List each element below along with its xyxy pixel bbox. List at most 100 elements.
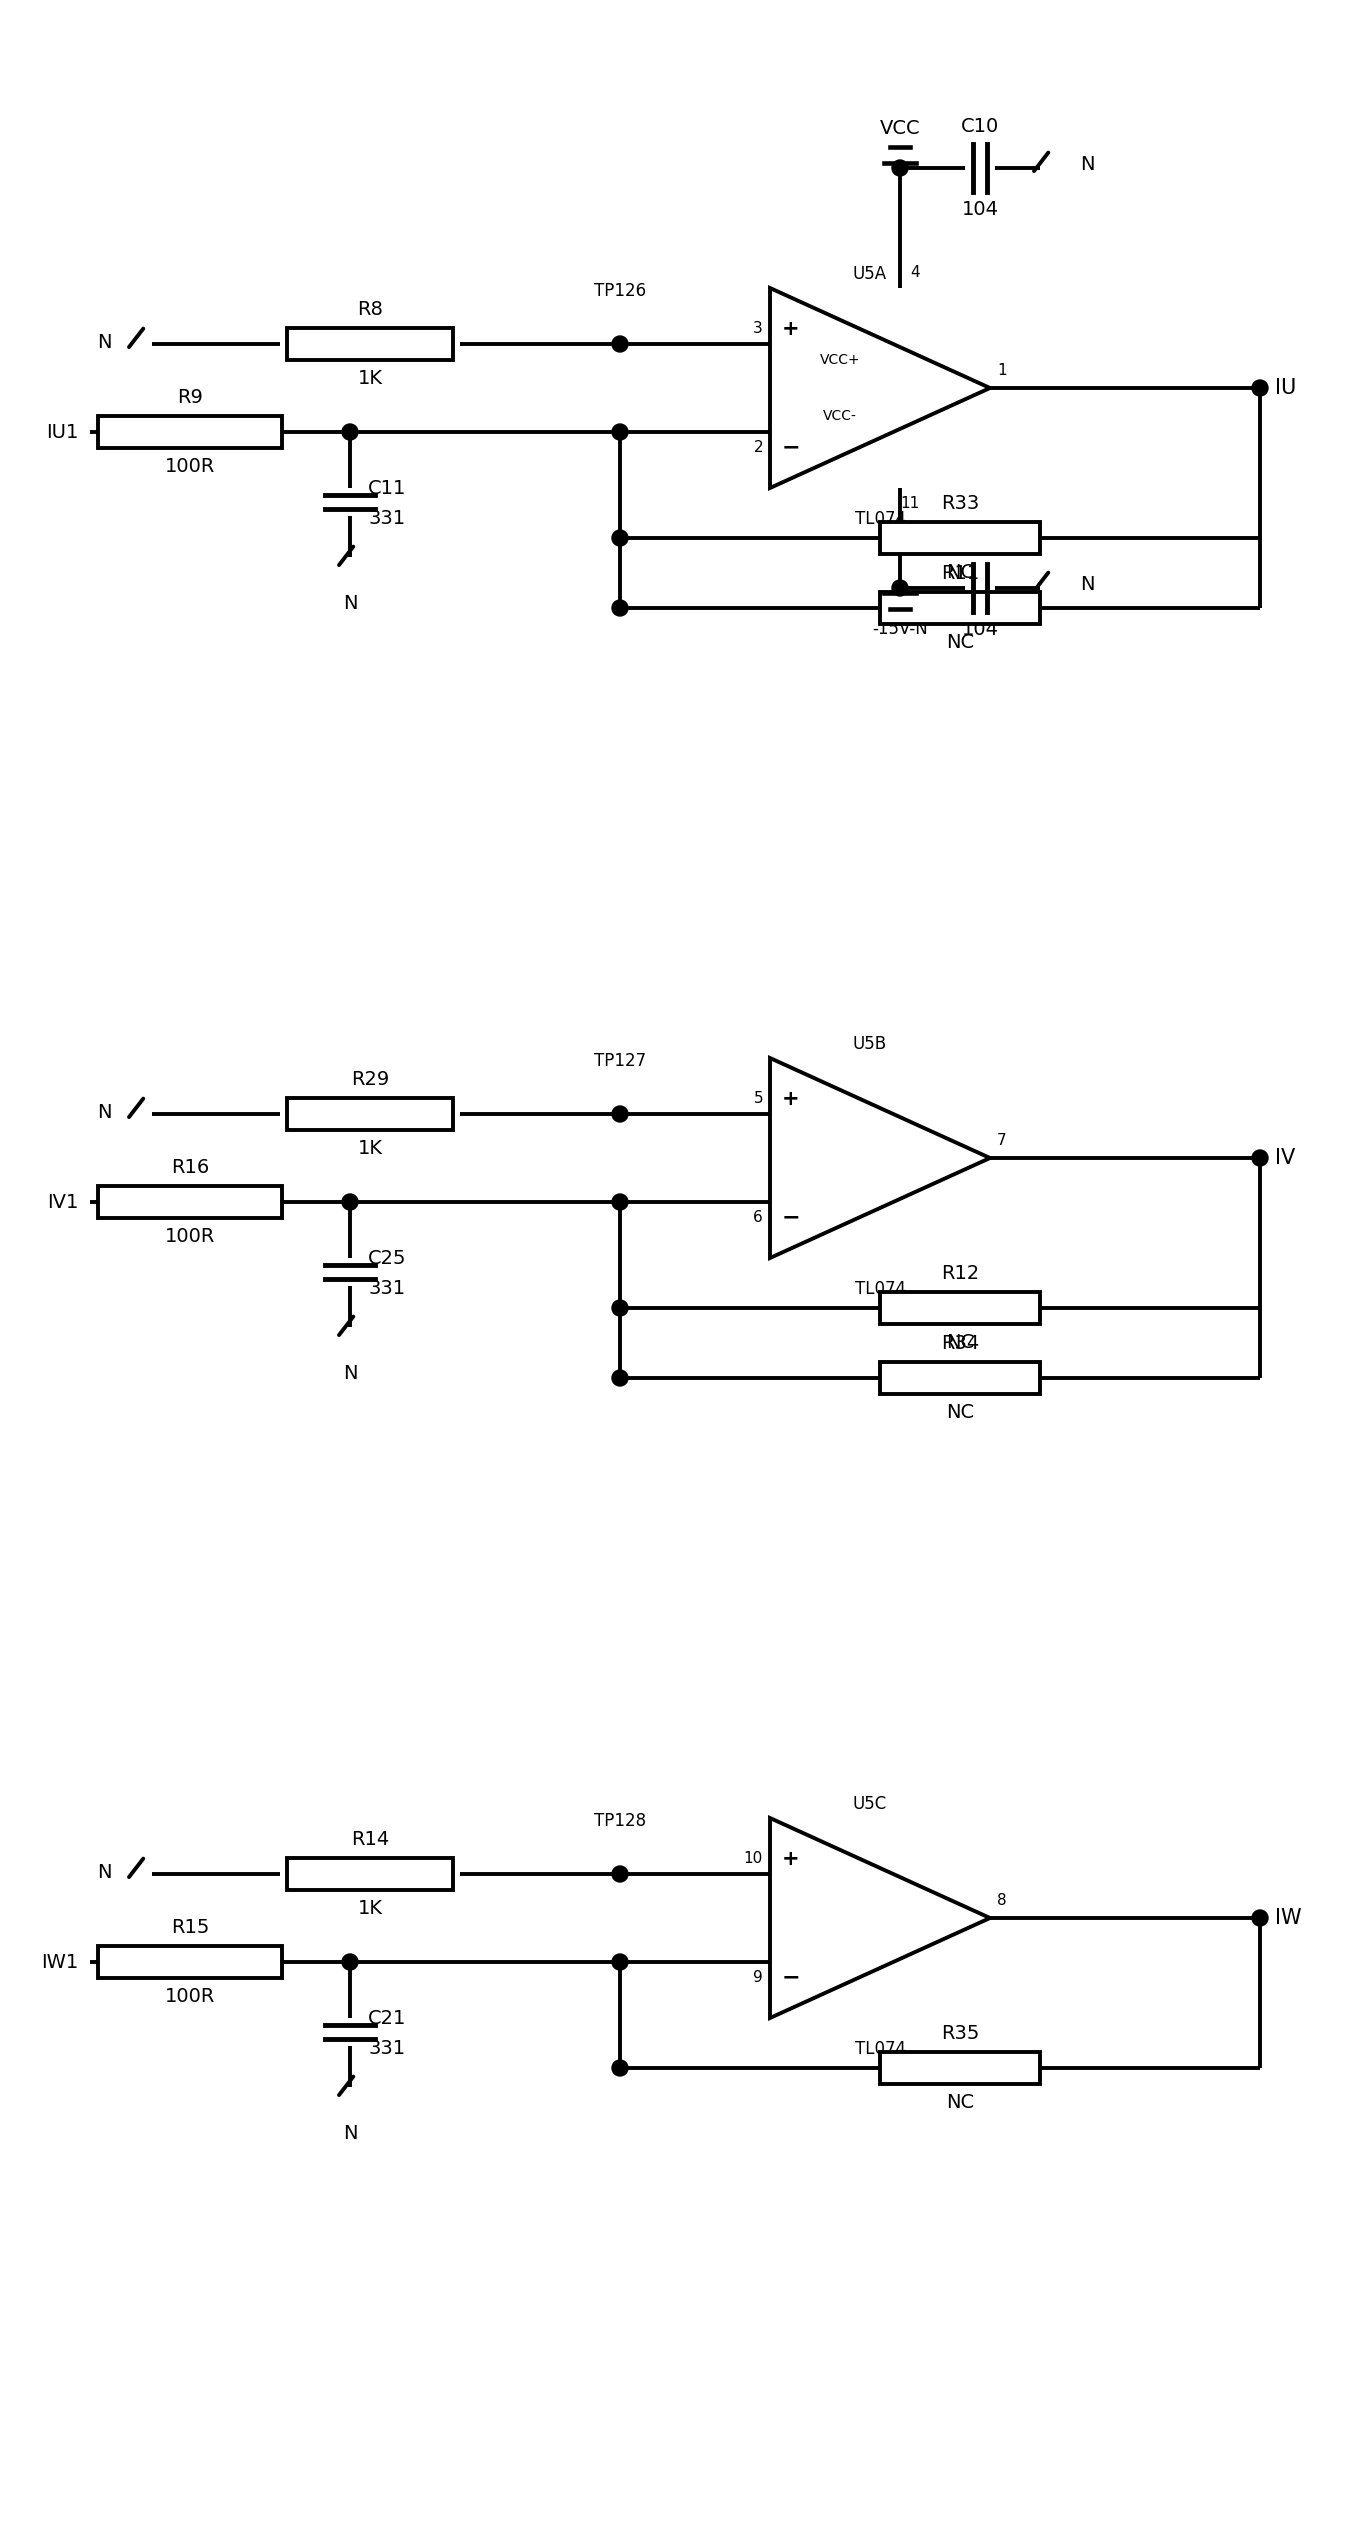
Circle shape xyxy=(612,599,628,617)
Text: IW1: IW1 xyxy=(41,1952,78,1972)
Circle shape xyxy=(342,1954,359,1969)
Text: 331: 331 xyxy=(368,2038,405,2058)
Text: R35: R35 xyxy=(940,2023,980,2043)
Text: N: N xyxy=(1080,155,1095,173)
Text: R34: R34 xyxy=(940,1335,980,1353)
Circle shape xyxy=(612,1299,628,1317)
Text: +: + xyxy=(782,1850,800,1868)
Circle shape xyxy=(1252,1911,1268,1926)
Text: 100R: 100R xyxy=(165,457,215,477)
Text: R11: R11 xyxy=(940,563,980,584)
Text: U5C: U5C xyxy=(852,1794,888,1812)
Circle shape xyxy=(605,1838,635,1868)
Text: R29: R29 xyxy=(350,1071,390,1089)
Bar xyxy=(287,1858,453,1891)
Text: N: N xyxy=(342,2124,357,2142)
Text: 100R: 100R xyxy=(165,1226,215,1246)
Text: NC: NC xyxy=(946,1332,974,1353)
Text: R33: R33 xyxy=(940,495,980,513)
Text: VCC: VCC xyxy=(879,119,920,137)
Text: TP127: TP127 xyxy=(594,1051,647,1071)
Text: NC: NC xyxy=(946,2094,974,2112)
Text: N: N xyxy=(97,332,112,350)
Circle shape xyxy=(612,1865,628,1883)
Text: IU: IU xyxy=(1275,378,1296,398)
Text: -15V-N: -15V-N xyxy=(873,619,928,637)
Text: +: + xyxy=(782,1089,800,1109)
Circle shape xyxy=(342,1193,359,1211)
Bar xyxy=(97,1947,281,1977)
Text: 10: 10 xyxy=(744,1850,763,1865)
Text: C11: C11 xyxy=(368,480,406,497)
Text: C12: C12 xyxy=(961,538,999,556)
Text: 4: 4 xyxy=(911,264,920,279)
Bar xyxy=(879,1292,1040,1325)
Text: R15: R15 xyxy=(170,1919,210,1936)
Text: 1K: 1K xyxy=(357,1140,383,1157)
Text: U5A: U5A xyxy=(852,264,888,284)
Bar xyxy=(879,523,1040,553)
Text: 1K: 1K xyxy=(357,1898,383,1919)
Text: TL074: TL074 xyxy=(855,1279,905,1297)
Text: R12: R12 xyxy=(940,1264,980,1284)
Text: 5: 5 xyxy=(754,1091,763,1107)
Text: N: N xyxy=(342,594,357,614)
Circle shape xyxy=(605,1076,635,1107)
Text: C10: C10 xyxy=(961,117,999,137)
Polygon shape xyxy=(770,1817,990,2018)
Circle shape xyxy=(612,1107,628,1122)
Circle shape xyxy=(612,424,628,439)
Text: 104: 104 xyxy=(962,619,999,640)
Text: N: N xyxy=(342,1363,357,1383)
Text: R9: R9 xyxy=(177,388,203,406)
Text: 8: 8 xyxy=(997,1893,1007,1909)
Text: −: − xyxy=(782,437,801,457)
Text: IU1: IU1 xyxy=(46,421,78,442)
Text: TP128: TP128 xyxy=(594,1812,647,1830)
Text: U5B: U5B xyxy=(852,1036,888,1053)
Text: TL074: TL074 xyxy=(855,2041,905,2058)
Bar xyxy=(287,1099,453,1129)
Text: TP126: TP126 xyxy=(594,282,647,299)
Text: TL074: TL074 xyxy=(855,510,905,528)
Text: VCC+: VCC+ xyxy=(820,353,861,368)
Circle shape xyxy=(1252,1150,1268,1165)
Circle shape xyxy=(612,530,628,546)
Bar xyxy=(879,591,1040,624)
Text: 6: 6 xyxy=(754,1211,763,1226)
Text: 9: 9 xyxy=(754,1969,763,1985)
Text: R8: R8 xyxy=(357,299,383,320)
Text: 1: 1 xyxy=(997,363,1007,378)
Text: 3: 3 xyxy=(754,320,763,335)
Text: NC: NC xyxy=(946,632,974,652)
Text: 100R: 100R xyxy=(165,1987,215,2005)
Text: 331: 331 xyxy=(368,508,405,528)
Text: NC: NC xyxy=(946,563,974,581)
Circle shape xyxy=(892,581,908,596)
Bar xyxy=(287,327,453,360)
Text: N: N xyxy=(97,1863,112,1881)
Circle shape xyxy=(612,2061,628,2076)
Circle shape xyxy=(342,424,359,439)
Circle shape xyxy=(1252,381,1268,396)
Text: 104: 104 xyxy=(962,201,999,218)
Text: 2: 2 xyxy=(754,439,763,454)
Text: +: + xyxy=(782,320,800,340)
Polygon shape xyxy=(770,287,990,487)
Text: IW: IW xyxy=(1275,1909,1302,1929)
Text: 7: 7 xyxy=(997,1132,1007,1147)
Text: NC: NC xyxy=(946,1404,974,1421)
Bar xyxy=(879,1363,1040,1393)
Text: VCC-: VCC- xyxy=(823,409,856,424)
Text: R16: R16 xyxy=(170,1157,210,1178)
Text: C21: C21 xyxy=(368,2008,406,2028)
Polygon shape xyxy=(770,1058,990,1259)
Circle shape xyxy=(612,1371,628,1386)
Circle shape xyxy=(612,1193,628,1211)
Text: N: N xyxy=(97,1101,112,1122)
Text: N: N xyxy=(1080,574,1095,594)
Text: IV1: IV1 xyxy=(46,1193,78,1211)
Bar xyxy=(879,2053,1040,2084)
Text: 1K: 1K xyxy=(357,368,383,388)
Bar xyxy=(97,416,281,449)
